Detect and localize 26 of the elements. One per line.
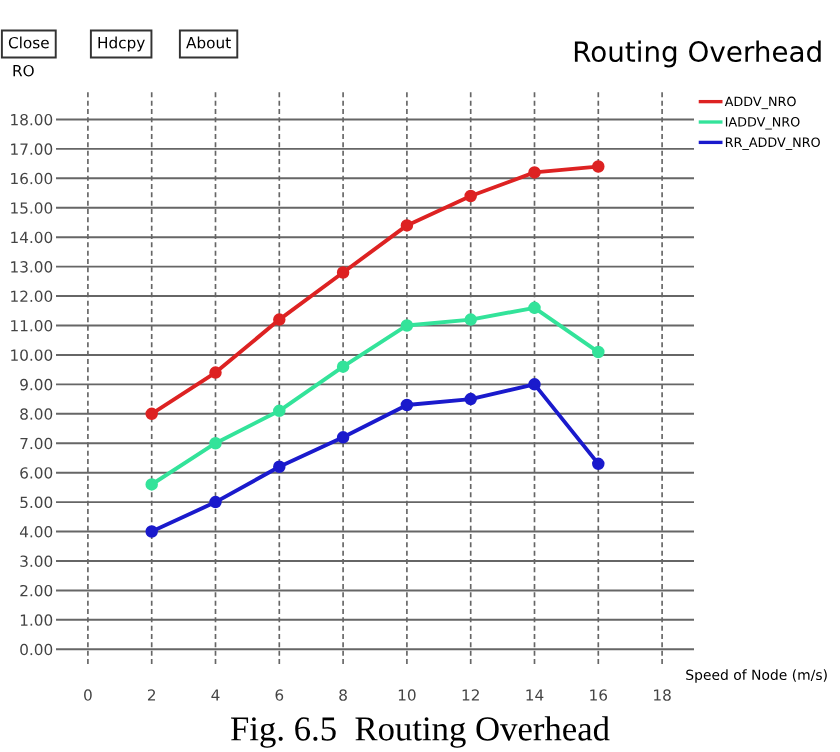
point <box>273 404 286 418</box>
point <box>528 166 541 179</box>
point <box>336 266 350 279</box>
point <box>209 495 222 509</box>
point <box>336 360 350 373</box>
point <box>145 407 158 421</box>
point <box>145 525 158 538</box>
point <box>400 219 414 232</box>
point <box>209 366 222 379</box>
point <box>400 319 414 332</box>
point <box>273 313 286 326</box>
point <box>209 436 222 450</box>
point <box>273 460 286 474</box>
point <box>592 457 605 471</box>
point <box>528 301 541 315</box>
point <box>592 345 605 359</box>
point <box>400 398 414 412</box>
point <box>464 189 477 203</box>
point <box>336 431 350 444</box>
point <box>145 478 158 491</box>
point <box>464 313 477 326</box>
point <box>528 378 541 391</box>
chart-title: Routing Overhead <box>574 40 821 68</box>
point <box>592 160 605 173</box>
point <box>464 392 477 406</box>
caption: Fig. 6.5 Routing Overhead <box>231 716 610 748</box>
